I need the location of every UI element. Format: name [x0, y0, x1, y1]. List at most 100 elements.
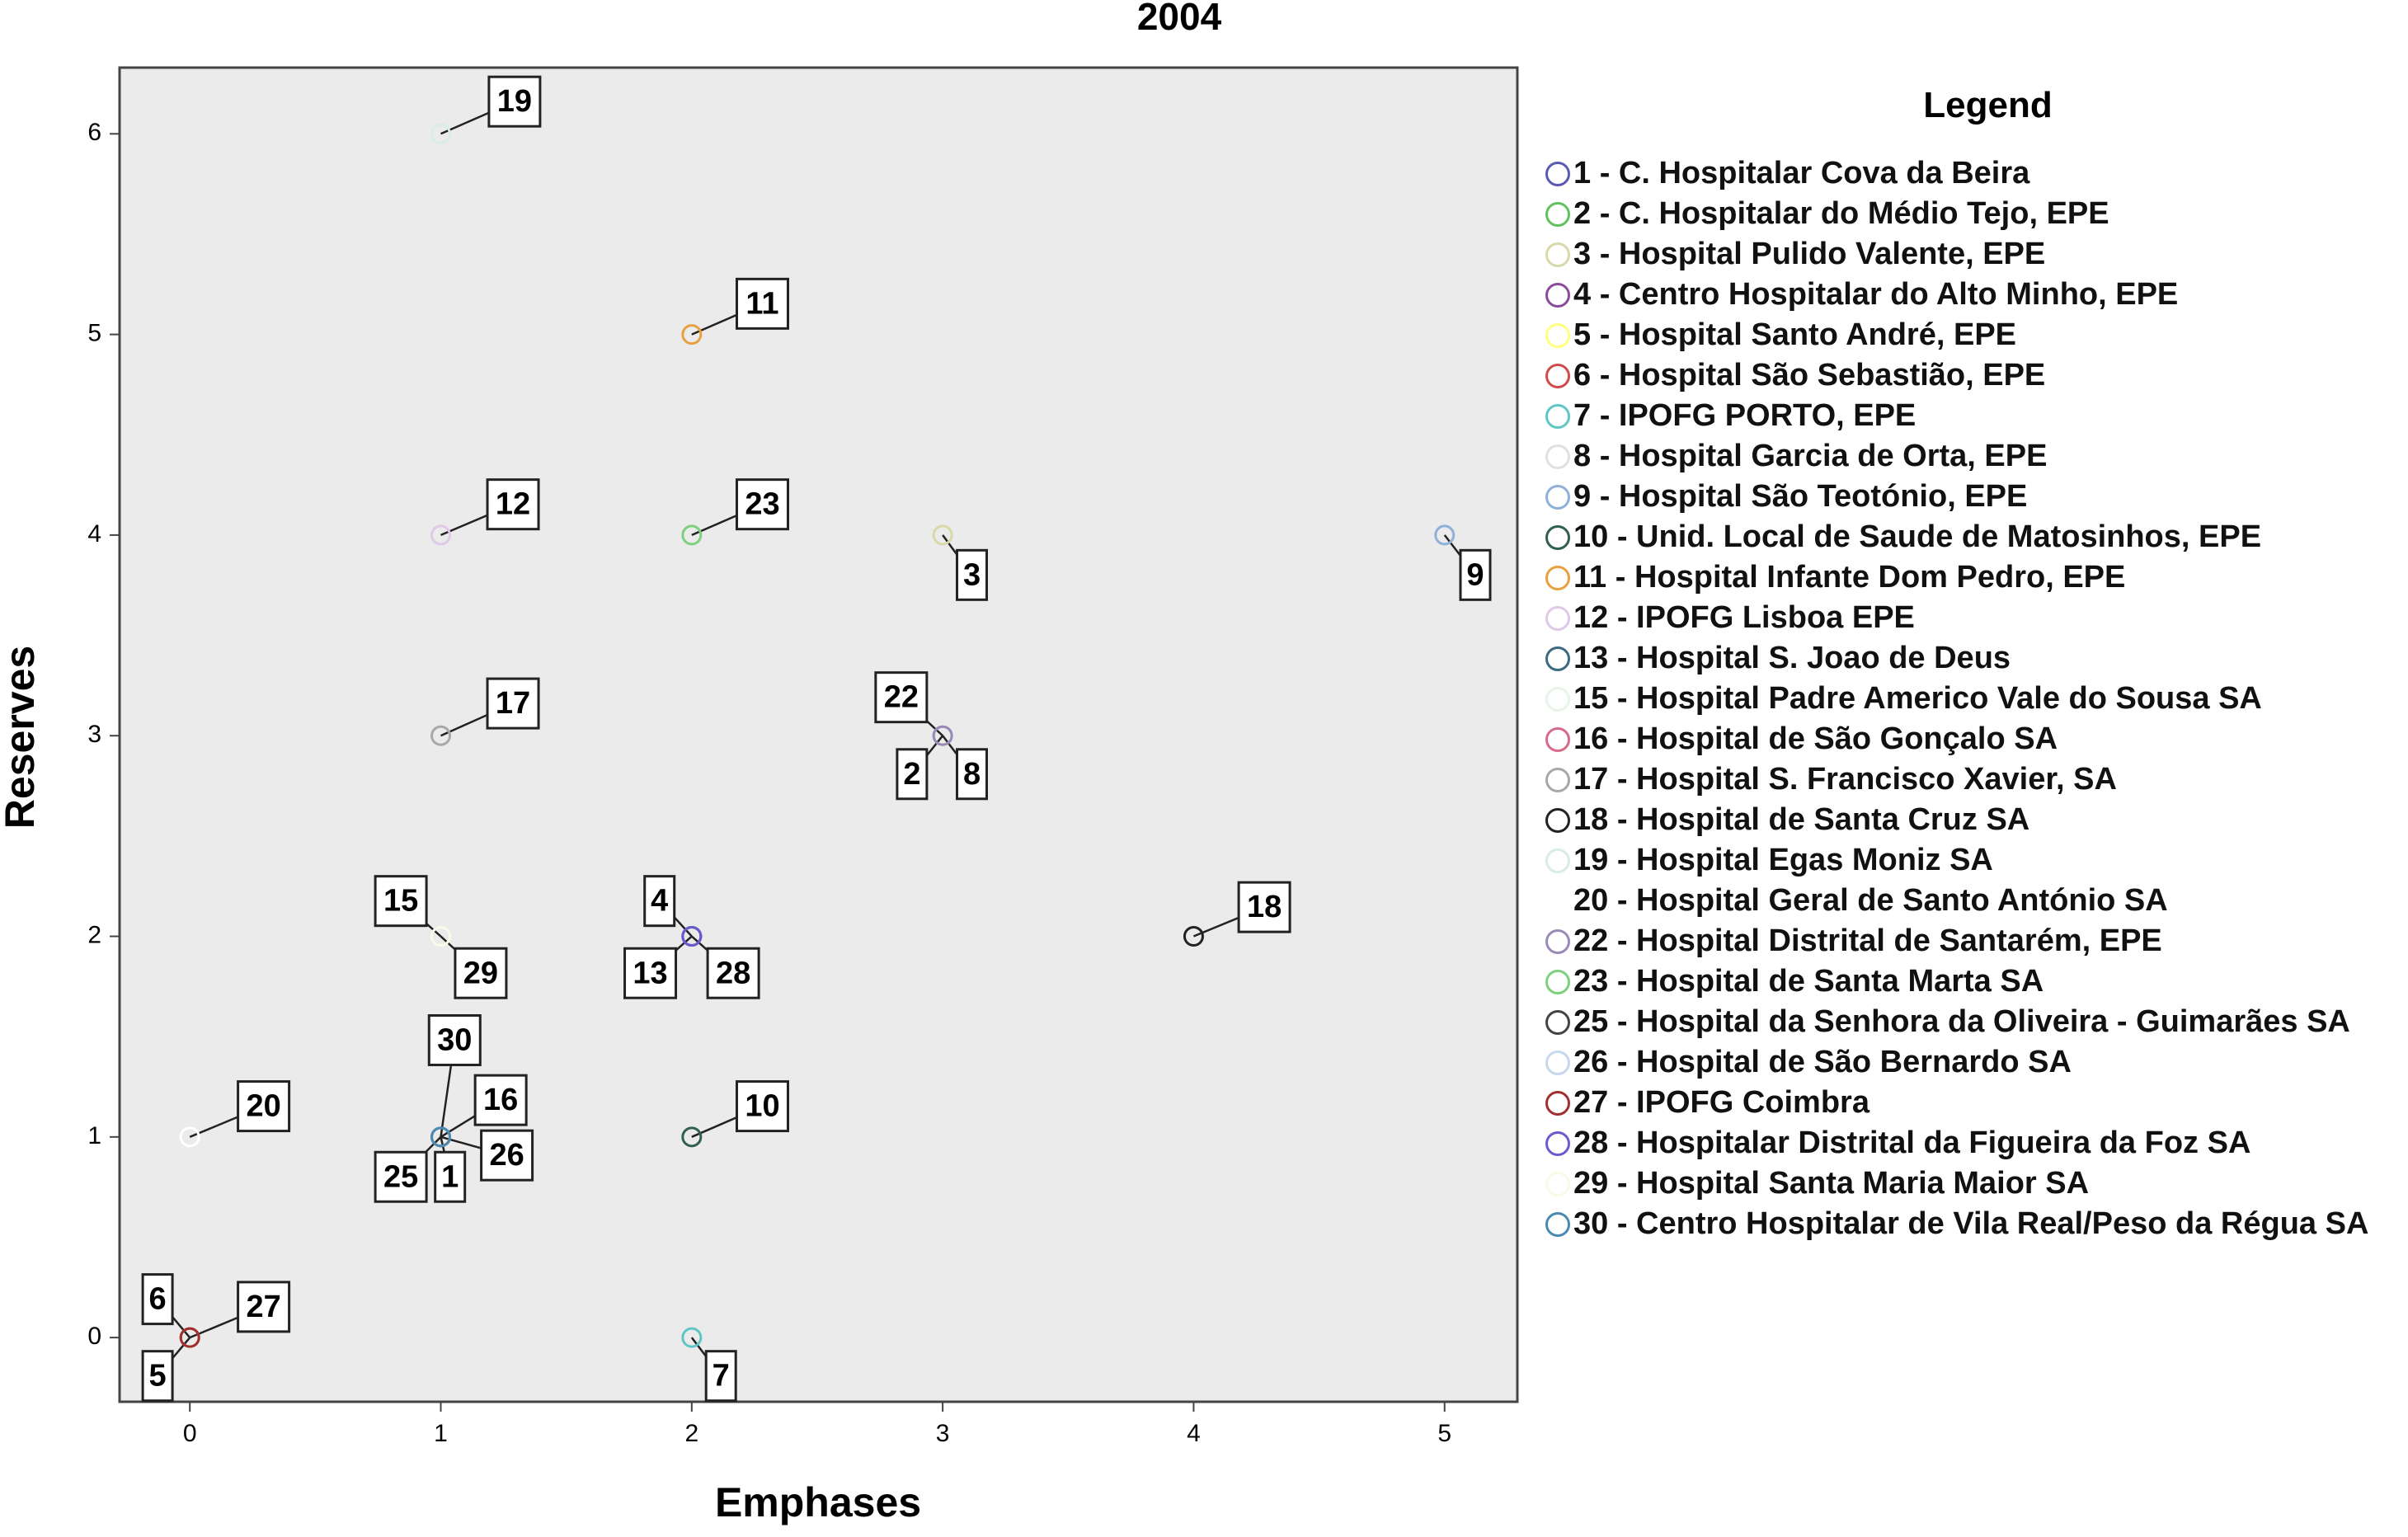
legend-item: 17 - Hospital S. Francisco Xavier, SA	[1540, 763, 2402, 796]
legend-item: 9 - Hospital São Teotónio, EPE	[1540, 480, 2402, 513]
legend-swatch	[1545, 808, 1570, 833]
point-label: 30	[437, 1023, 472, 1058]
legend-swatch	[1545, 929, 1570, 954]
label-box	[237, 1080, 291, 1133]
point-label: 3	[963, 557, 981, 592]
legend-label: 15 - Hospital Padre Americo Vale do Sous…	[1573, 681, 2262, 716]
legend-item: 12 - IPOFG Lisboa EPE	[1540, 601, 2402, 634]
label-box	[473, 1074, 528, 1126]
legend-swatch	[1545, 404, 1570, 429]
label-box	[956, 548, 989, 601]
y-tick-label: 2	[87, 921, 101, 948]
legend-item: 6 - Hospital São Sebastião, EPE	[1540, 359, 2402, 392]
legend-label: 16 - Hospital de São Gonçalo SA	[1573, 721, 2058, 756]
legend-item: 4 - Centro Hospitalar do Alto Minho, EPE	[1540, 278, 2402, 311]
label-box	[643, 875, 676, 928]
label-box	[434, 1150, 467, 1203]
point	[681, 1126, 703, 1148]
x-tick-label: 0	[183, 1420, 197, 1447]
legend-item: 29 - Hospital Santa Maria Maior SA	[1540, 1167, 2402, 1200]
point	[932, 725, 953, 746]
point-label: 9	[1466, 557, 1484, 592]
x-tick-label: 1	[434, 1420, 448, 1447]
legend-label: 23 - Hospital de Santa Marta SA	[1573, 964, 2044, 999]
legend-item: 18 - Hospital de Santa Cruz SA	[1540, 803, 2402, 836]
label-box	[1459, 548, 1492, 601]
point-label: 10	[745, 1089, 779, 1124]
point	[1183, 926, 1204, 947]
legend-swatch	[1545, 1212, 1570, 1237]
label-box	[374, 1150, 428, 1203]
legend-label: 28 - Hospitalar Distrital da Figueira da…	[1573, 1126, 2251, 1160]
legend-label: 22 - Hospital Distrital de Santarém, EPE	[1573, 924, 2162, 958]
legend-label: 7 - IPOFG PORTO, EPE	[1573, 398, 1917, 433]
legend-label: 19 - Hospital Egas Moniz SA	[1573, 843, 1993, 877]
point-label: 22	[884, 680, 919, 715]
point-label: 23	[745, 487, 779, 522]
legend-label: 6 - Hospital São Sebastião, EPE	[1573, 358, 2046, 392]
legend-swatch	[1545, 202, 1570, 227]
point	[179, 1327, 200, 1348]
legend-item: 16 - Hospital de São Gonçalo SA	[1540, 722, 2402, 755]
point	[681, 926, 703, 947]
x-tick-label: 4	[1187, 1420, 1201, 1447]
point-label: 29	[463, 956, 498, 990]
label-box	[486, 478, 540, 531]
legend-label: 25 - Hospital da Senhora da Oliveira - G…	[1573, 1004, 2350, 1039]
legend-label: 2 - C. Hospitalar do Médio Tejo, EPE	[1573, 196, 2109, 231]
label-box	[237, 1281, 291, 1333]
y-tick-label: 5	[87, 320, 101, 347]
legend-item: 25 - Hospital da Senhora da Oliveira - G…	[1540, 1005, 2402, 1038]
legend-label: 9 - Hospital São Teotónio, EPE	[1573, 479, 2028, 514]
legend-item: 23 - Hospital de Santa Marta SA	[1540, 965, 2402, 998]
point	[430, 725, 452, 746]
label-box	[735, 277, 789, 330]
y-tick-label: 6	[87, 119, 101, 146]
legend-swatch	[1545, 364, 1570, 388]
label-box	[623, 947, 678, 999]
point	[1434, 524, 1456, 546]
point	[179, 1126, 200, 1148]
legend-swatch	[1545, 889, 1570, 914]
legend-title: Legend	[1923, 85, 2053, 125]
point-label: 1	[441, 1159, 459, 1194]
legend-item: 10 - Unid. Local de Saude de Matosinhos,…	[1540, 520, 2402, 553]
label-box	[374, 875, 428, 928]
marks: 0 1 2 3 4 50123456123456789101112131516171819…	[87, 75, 1492, 1447]
point	[430, 1126, 452, 1148]
legend-item: 26 - Hospital de São Bernardo SA	[1540, 1046, 2402, 1079]
legend-swatch	[1545, 1091, 1570, 1116]
label-box	[487, 75, 542, 128]
point	[681, 324, 703, 345]
legend-swatch	[1545, 444, 1570, 469]
legend-label: 13 - Hospital S. Joao de Deus	[1573, 641, 2011, 675]
legend-item: 7 - IPOFG PORTO, EPE	[1540, 399, 2402, 432]
label-box	[704, 1350, 737, 1403]
legend-swatch	[1545, 768, 1570, 792]
x-tick-label: 2	[684, 1420, 698, 1447]
legend-item: 5 - Hospital Santo André, EPE	[1540, 318, 2402, 351]
legend-label: 8 - Hospital Garcia de Orta, EPE	[1573, 439, 2048, 473]
legend-item: 13 - Hospital S. Joao de Deus	[1540, 642, 2402, 674]
legend-label: 30 - Centro Hospitalar de Vila Real/Peso…	[1573, 1206, 2369, 1241]
label-box	[735, 1080, 789, 1133]
point-label: 25	[383, 1159, 418, 1194]
legend-swatch	[1545, 283, 1570, 308]
x-tick-label: 3	[936, 1420, 950, 1447]
legend-swatch	[1545, 1010, 1570, 1035]
point-label: 4	[651, 884, 668, 919]
legend-label: 29 - Hospital Santa Maria Maior SA	[1573, 1166, 2090, 1201]
label-box	[141, 1273, 174, 1326]
point-label: 28	[716, 956, 750, 990]
point-label: 15	[383, 884, 418, 919]
legend-label: 26 - Hospital de São Bernardo SA	[1573, 1045, 2072, 1079]
legend-label: 5 - Hospital Santo André, EPE	[1573, 317, 2017, 352]
point-label: 20	[246, 1089, 280, 1124]
legend-label: 1 - C. Hospitalar Cova da Beira	[1573, 156, 2030, 190]
label-box	[480, 1129, 534, 1182]
legend-item: 11 - Hospital Infante Dom Pedro, EPE	[1540, 561, 2402, 594]
legend: Legend 1 - C. Hospitalar Cova da Beira 2 …	[1540, 82, 2402, 1248]
point	[430, 123, 452, 144]
legend-item: 27 - IPOFG Coimbra	[1540, 1086, 2402, 1119]
label-box	[486, 677, 540, 730]
